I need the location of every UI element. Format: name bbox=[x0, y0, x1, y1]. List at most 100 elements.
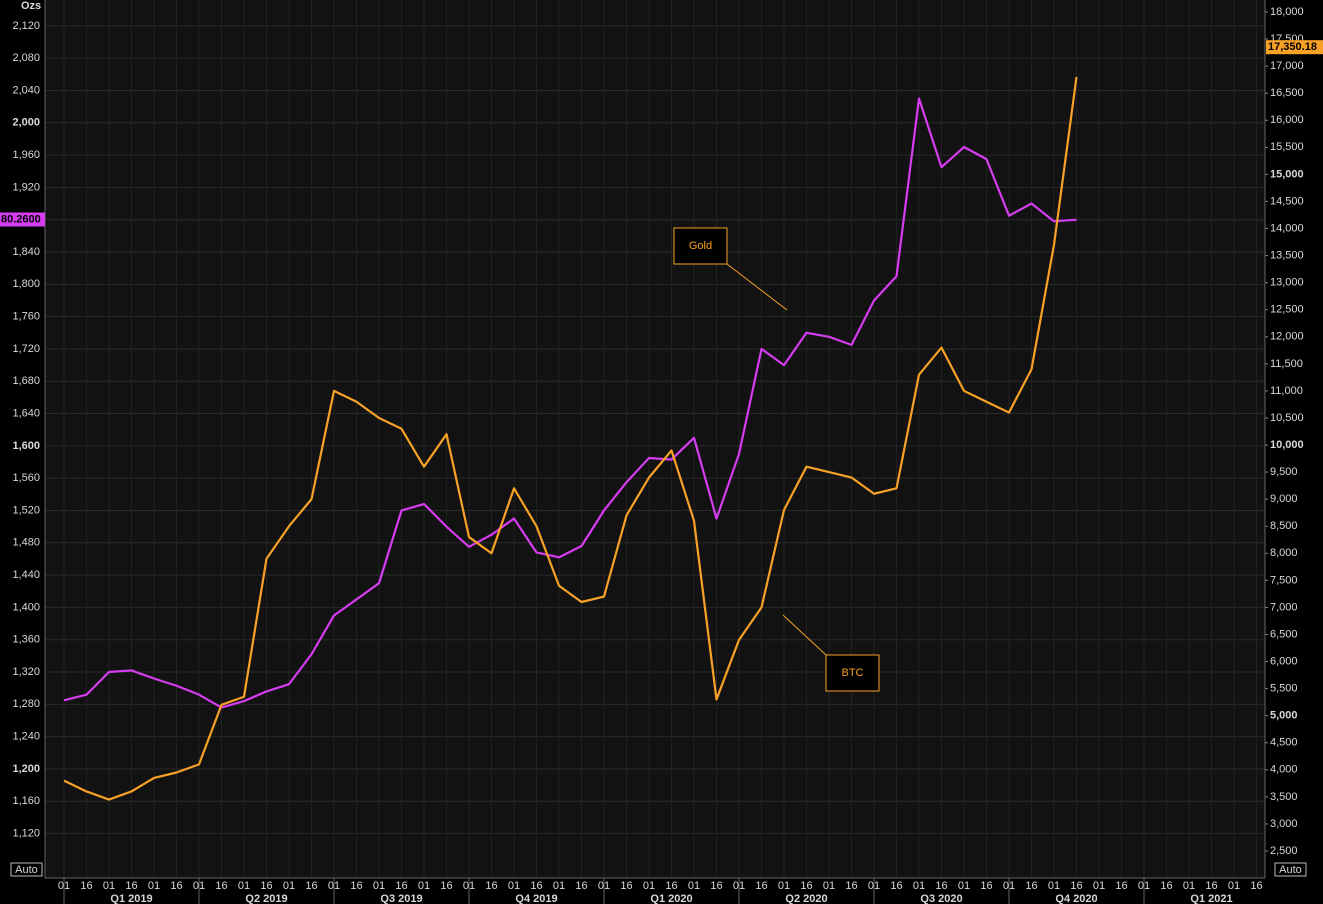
y-tick-label: 1,280 bbox=[12, 698, 40, 710]
x-tick-label: 16 bbox=[890, 880, 902, 892]
y2-tick-label: 9,500 bbox=[1270, 466, 1298, 478]
quarter-label: Q4 2019 bbox=[515, 893, 557, 904]
y2-tick-label: 12,500 bbox=[1270, 304, 1304, 316]
y-tick-label: 1,400 bbox=[12, 601, 40, 613]
y2-tick-label: 3,000 bbox=[1270, 818, 1298, 830]
y2-tick-label: 4,000 bbox=[1270, 764, 1298, 776]
x-tick-label: 16 bbox=[710, 880, 722, 892]
annotation-leader bbox=[726, 263, 788, 311]
x-tick-label: 16 bbox=[125, 880, 137, 892]
y-tick-label: 1,160 bbox=[12, 795, 40, 807]
x-tick-label: 01 bbox=[148, 880, 160, 892]
x-tick-label: 01 bbox=[418, 880, 430, 892]
y2-tick-label: 8,000 bbox=[1270, 547, 1298, 559]
x-tick-label: 01 bbox=[1093, 880, 1105, 892]
y2-tick-label: 11,000 bbox=[1270, 385, 1303, 397]
y-tick-label: 1,960 bbox=[12, 149, 40, 161]
x-tick-label: 16 bbox=[260, 880, 272, 892]
y-tick-label: 1,600 bbox=[12, 440, 40, 452]
y2-tick-label: 16,500 bbox=[1270, 87, 1304, 99]
x-tick-label: 01 bbox=[553, 880, 565, 892]
x-tick-label: 01 bbox=[913, 880, 925, 892]
x-tick-label: 16 bbox=[665, 880, 677, 892]
quarter-label: Q3 2020 bbox=[920, 893, 962, 904]
x-tick-label: 01 bbox=[1048, 880, 1060, 892]
y-tick-label: 2,000 bbox=[12, 117, 40, 129]
x-tick-label: 16 bbox=[1115, 880, 1127, 892]
y2-tick-label: 9,000 bbox=[1270, 493, 1298, 505]
y-tick-label: 1,360 bbox=[12, 634, 40, 646]
quarter-label: Q1 2021 bbox=[1190, 893, 1232, 904]
y2-tick-label: 7,500 bbox=[1270, 574, 1298, 586]
y-tick-label: 1,120 bbox=[12, 827, 40, 839]
last-value-label: 17,350.18 bbox=[1268, 41, 1317, 53]
x-tick-label: 01 bbox=[823, 880, 835, 892]
auto-button-label[interactable]: Auto bbox=[1279, 864, 1302, 876]
annotation-box bbox=[673, 227, 728, 265]
auto-button[interactable] bbox=[10, 862, 43, 877]
y-tick-label: 1,240 bbox=[12, 731, 40, 743]
x-tick-label: 01 bbox=[238, 880, 250, 892]
x-tick-label: 01 bbox=[778, 880, 790, 892]
y-tick-label: 1,480 bbox=[12, 537, 40, 549]
x-tick-label: 16 bbox=[215, 880, 227, 892]
y-tick-label: 1,560 bbox=[12, 472, 40, 484]
x-tick-label: 16 bbox=[620, 880, 632, 892]
y-tick-label: 1,520 bbox=[12, 504, 40, 516]
y-tick-label: 2,040 bbox=[12, 84, 40, 96]
x-tick-label: 16 bbox=[80, 880, 92, 892]
x-tick-label: 01 bbox=[643, 880, 655, 892]
y2-tick-label: 15,000 bbox=[1270, 168, 1304, 180]
y2-tick-label: 5,000 bbox=[1270, 710, 1298, 722]
y-tick-label: 1,200 bbox=[12, 763, 40, 775]
y2-tick-label: 12,000 bbox=[1270, 331, 1304, 343]
y2-tick-label: 6,000 bbox=[1270, 655, 1298, 667]
quarter-label: Q1 2020 bbox=[650, 893, 692, 904]
x-tick-label: 01 bbox=[373, 880, 385, 892]
y2-tick-label: 8,500 bbox=[1270, 520, 1298, 532]
quarter-label: Q4 2020 bbox=[1055, 893, 1097, 904]
y-axis-label: Ozs bbox=[21, 0, 41, 12]
x-tick-label: 16 bbox=[350, 880, 362, 892]
annotation-text: BTC bbox=[842, 667, 864, 679]
auto-button[interactable] bbox=[1274, 862, 1307, 877]
last-value-label: 80.2600 bbox=[1, 213, 41, 225]
x-tick-label: 16 bbox=[1070, 880, 1082, 892]
y2-tick-label: 16,000 bbox=[1270, 114, 1304, 126]
y2-tick-label: 10,000 bbox=[1270, 439, 1304, 451]
quarter-label: Q2 2020 bbox=[785, 893, 827, 904]
last-value-box bbox=[1266, 40, 1323, 55]
series-line bbox=[63, 97, 1077, 709]
x-tick-label: 16 bbox=[170, 880, 182, 892]
annotation-leader bbox=[782, 614, 827, 656]
x-tick-label: 16 bbox=[1025, 880, 1037, 892]
x-tick-label: 01 bbox=[1183, 880, 1195, 892]
y2-tick-label: 18,000 bbox=[1270, 6, 1304, 18]
y-tick-label: 1,680 bbox=[12, 375, 40, 387]
last-value-box bbox=[0, 212, 45, 227]
x-tick-label: 01 bbox=[1228, 880, 1240, 892]
x-tick-label: 01 bbox=[688, 880, 700, 892]
y2-tick-label: 11,500 bbox=[1270, 358, 1303, 370]
y-tick-label: 1,640 bbox=[12, 407, 40, 419]
y2-tick-label: 6,500 bbox=[1270, 628, 1298, 640]
x-tick-label: 16 bbox=[575, 880, 587, 892]
x-tick-label: 01 bbox=[508, 880, 520, 892]
y2-tick-label: 15,500 bbox=[1270, 141, 1304, 153]
x-tick-label: 16 bbox=[1205, 880, 1217, 892]
auto-button-label[interactable]: Auto bbox=[15, 864, 38, 876]
y-tick-label: 1,800 bbox=[12, 278, 40, 290]
x-tick-label: 16 bbox=[845, 880, 857, 892]
y-tick-label: 1,840 bbox=[12, 246, 40, 258]
quarter-label: Q2 2019 bbox=[245, 893, 287, 904]
x-tick-label: 16 bbox=[440, 880, 452, 892]
y-tick-label: 2,080 bbox=[12, 52, 40, 64]
y2-tick-label: 4,500 bbox=[1270, 737, 1298, 749]
x-tick-label: 01 bbox=[958, 880, 970, 892]
y-tick-label: 1,320 bbox=[12, 666, 40, 678]
annotation-text: Gold bbox=[689, 240, 712, 252]
y2-tick-label: 13,500 bbox=[1270, 249, 1304, 261]
annotation-box bbox=[825, 654, 880, 692]
x-tick-label: 01 bbox=[103, 880, 115, 892]
